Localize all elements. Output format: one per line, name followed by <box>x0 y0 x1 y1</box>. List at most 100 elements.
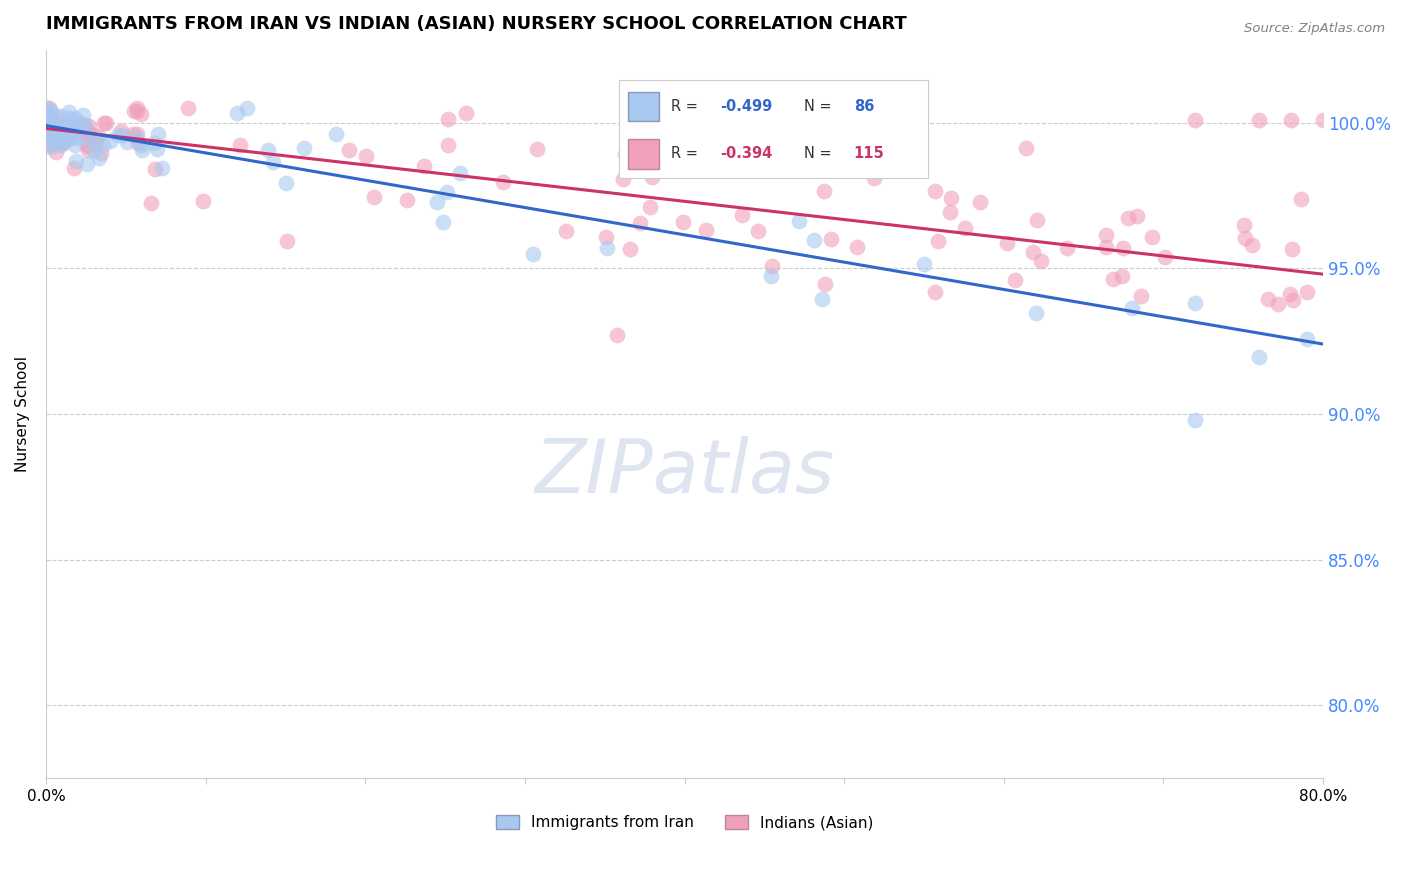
Point <box>1296 332 1319 346</box>
FancyBboxPatch shape <box>628 139 659 169</box>
Point <box>42 115 65 129</box>
Point <box>76 124 98 138</box>
Point <box>896 127 918 141</box>
Point <box>37 101 59 115</box>
Point <box>1116 211 1139 225</box>
Point <box>363 190 385 204</box>
Point <box>436 112 458 126</box>
Point <box>595 230 617 244</box>
Point <box>1184 112 1206 127</box>
Point <box>1249 350 1271 364</box>
Point <box>1278 287 1301 301</box>
Text: R =: R = <box>671 99 703 114</box>
Point <box>924 285 946 300</box>
Point <box>42 123 65 137</box>
Point <box>107 128 129 142</box>
Point <box>454 106 477 120</box>
Point <box>672 215 695 229</box>
Point <box>111 128 134 142</box>
Point <box>38 101 60 115</box>
Point <box>131 144 153 158</box>
Point <box>1184 413 1206 427</box>
Point <box>437 138 460 153</box>
Point <box>87 151 110 165</box>
Point <box>236 101 259 115</box>
Point <box>77 131 100 145</box>
Point <box>37 115 59 129</box>
Y-axis label: Nursery School: Nursery School <box>15 356 30 472</box>
Point <box>65 154 87 169</box>
Point <box>814 277 837 291</box>
Point <box>53 135 76 149</box>
Point <box>191 194 214 209</box>
Point <box>90 145 112 160</box>
Point <box>127 136 149 150</box>
Point <box>924 184 946 198</box>
Point <box>125 127 148 141</box>
Point <box>77 138 100 153</box>
Point <box>41 115 63 129</box>
Point <box>46 120 69 134</box>
Point <box>813 184 835 198</box>
Point <box>76 126 98 140</box>
Point <box>939 205 962 219</box>
Point <box>354 149 377 163</box>
Point <box>862 170 884 185</box>
Point <box>96 116 118 130</box>
Point <box>337 143 360 157</box>
Point <box>53 128 76 142</box>
Point <box>1184 296 1206 310</box>
Point <box>150 161 173 176</box>
Point <box>1142 230 1164 244</box>
Point <box>292 141 315 155</box>
Point <box>1022 245 1045 260</box>
Point <box>941 191 963 205</box>
Point <box>257 143 280 157</box>
Point <box>1101 272 1123 286</box>
Point <box>955 221 977 235</box>
Text: Source: ZipAtlas.com: Source: ZipAtlas.com <box>1244 22 1385 36</box>
Point <box>72 117 94 131</box>
Point <box>45 145 67 159</box>
Point <box>761 259 783 273</box>
Point <box>1111 241 1133 255</box>
Point <box>46 135 69 149</box>
Point <box>41 110 63 124</box>
Point <box>76 156 98 170</box>
Point <box>927 235 949 249</box>
Point <box>1249 112 1271 127</box>
Point <box>432 215 454 229</box>
Point <box>1279 112 1302 127</box>
Point <box>66 118 89 132</box>
Point <box>731 208 754 222</box>
Point <box>127 101 149 115</box>
Point <box>526 142 548 156</box>
Point <box>69 119 91 133</box>
Point <box>86 128 108 143</box>
Point <box>395 193 418 207</box>
Point <box>84 134 107 148</box>
Point <box>48 130 70 145</box>
Point <box>492 175 515 189</box>
Point <box>1056 240 1078 254</box>
Point <box>51 120 73 135</box>
Point <box>695 223 717 237</box>
FancyBboxPatch shape <box>628 92 659 121</box>
Point <box>641 170 664 185</box>
Text: 115: 115 <box>853 146 884 161</box>
Point <box>1094 227 1116 242</box>
Point <box>65 138 87 153</box>
Point <box>39 137 62 152</box>
Point <box>1232 218 1254 232</box>
Point <box>638 200 661 214</box>
Point <box>262 154 284 169</box>
Point <box>46 123 69 137</box>
Point <box>42 126 65 140</box>
Point <box>37 118 59 132</box>
Point <box>35 125 58 139</box>
Point <box>146 127 169 141</box>
Point <box>60 131 83 145</box>
Point <box>228 138 250 153</box>
Point <box>58 104 80 119</box>
Text: 86: 86 <box>853 99 875 114</box>
